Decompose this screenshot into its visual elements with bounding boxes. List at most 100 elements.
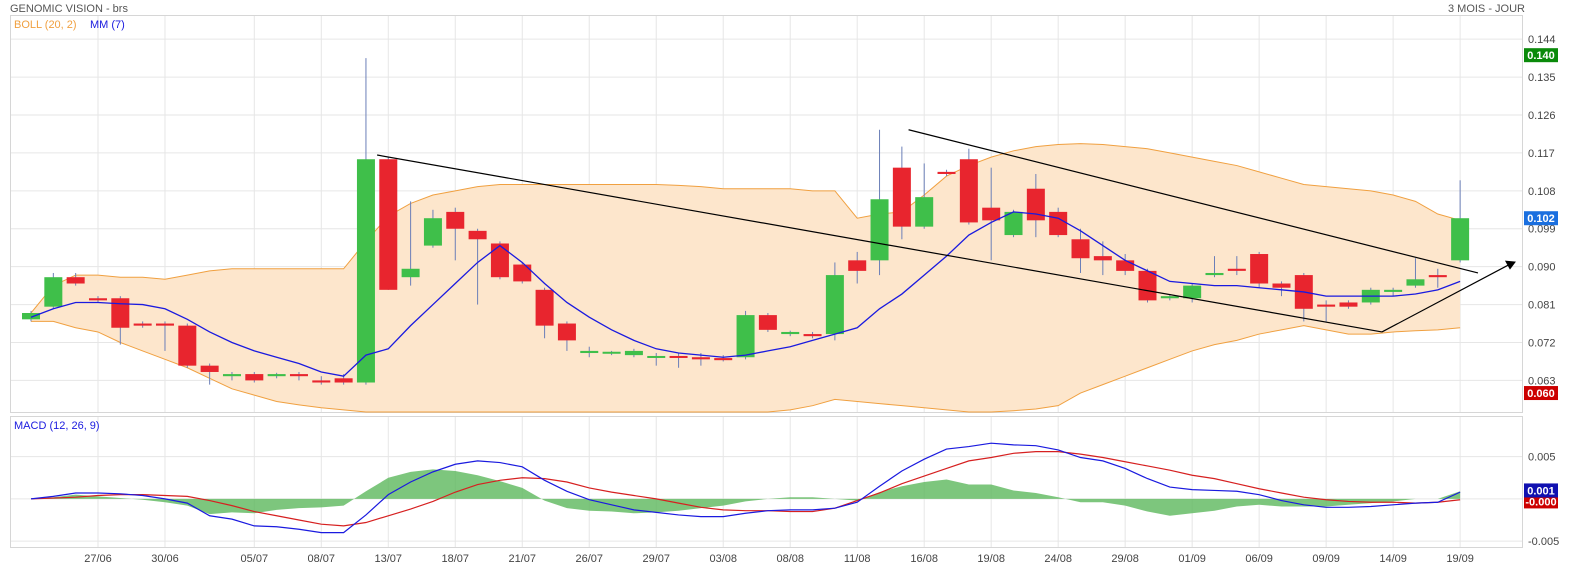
y-tick-label: 0.063 bbox=[1528, 375, 1556, 387]
candle-body bbox=[356, 159, 375, 383]
y-tick-label: 0.135 bbox=[1528, 72, 1556, 84]
candle-body bbox=[1026, 188, 1045, 221]
candle-body bbox=[267, 374, 286, 377]
candle-body bbox=[1428, 275, 1447, 278]
trendline-resistance bbox=[908, 129, 1479, 274]
candle-body bbox=[111, 298, 130, 328]
y-tick-label: 0.099 bbox=[1528, 224, 1556, 236]
candle-body bbox=[44, 277, 63, 307]
candle-body bbox=[1138, 270, 1157, 301]
x-tick-label: 09/09 bbox=[1312, 553, 1340, 565]
low-price-badge: 0.060 bbox=[1527, 388, 1555, 400]
legend-macd[interactable]: MACD (12, 26, 9) bbox=[14, 420, 100, 432]
x-tick-label: 11/08 bbox=[844, 553, 871, 565]
mm-line bbox=[30, 211, 1461, 377]
candle-body bbox=[446, 211, 465, 229]
trend-lines bbox=[377, 129, 1516, 333]
boll-band-fill bbox=[31, 143, 1461, 413]
candle-body bbox=[401, 268, 420, 278]
candle-body bbox=[669, 355, 688, 358]
candle-body bbox=[245, 374, 264, 381]
y-tick-label: 0.126 bbox=[1528, 110, 1556, 122]
x-tick-label: 19/08 bbox=[977, 553, 1005, 565]
candle-body bbox=[1116, 260, 1135, 271]
candle-body bbox=[1093, 256, 1112, 261]
legend-boll[interactable]: BOLL (20, 2) bbox=[14, 19, 77, 31]
trendline-support bbox=[377, 154, 1383, 333]
x-tick-label: 26/07 bbox=[575, 553, 603, 565]
candle-body bbox=[423, 218, 442, 246]
candle-body bbox=[1160, 296, 1179, 299]
x-tick-label: 05/07 bbox=[241, 553, 269, 565]
macd-last-badge: 0.001 bbox=[1527, 485, 1555, 497]
signal-last-badge-bg bbox=[1524, 494, 1558, 509]
x-tick-label: 18/07 bbox=[442, 553, 470, 565]
moving-average-line bbox=[30, 211, 1461, 377]
macd-panel-border bbox=[10, 416, 1523, 548]
candle-body bbox=[1183, 285, 1202, 299]
y-tick-label: 0.144 bbox=[1528, 34, 1556, 46]
candle-body bbox=[848, 260, 867, 271]
candle-body bbox=[691, 357, 710, 360]
x-tick-label: 19/09 bbox=[1446, 553, 1474, 565]
candle-body bbox=[468, 230, 487, 240]
candle-body bbox=[535, 289, 554, 326]
y-tick-label: 0.090 bbox=[1528, 262, 1556, 274]
x-tick-label: 13/07 bbox=[375, 553, 403, 565]
candle-body bbox=[758, 315, 777, 330]
candle-body bbox=[1406, 279, 1425, 286]
candle-body bbox=[513, 264, 532, 282]
candle-body bbox=[825, 275, 844, 335]
y-axis-labels: 0.144 0.135 0.126 0.117 0.108 0.099 0.090 0.081… bbox=[1528, 34, 1559, 548]
candle-body bbox=[88, 298, 107, 301]
candle-body bbox=[624, 350, 643, 356]
candle-body bbox=[647, 355, 666, 358]
candle-body bbox=[915, 197, 934, 227]
candle-body bbox=[22, 313, 40, 320]
trend-arrowhead bbox=[1504, 260, 1516, 270]
candle-body bbox=[937, 171, 956, 174]
candle-body bbox=[1049, 211, 1068, 236]
candle-body bbox=[602, 351, 621, 354]
x-tick-label: 21/07 bbox=[508, 553, 536, 565]
bollinger-band bbox=[30, 143, 1461, 413]
candle-body bbox=[133, 323, 152, 326]
candle-body bbox=[1004, 211, 1023, 236]
boll-upper-line bbox=[30, 143, 1461, 314]
candle-body bbox=[1205, 272, 1224, 276]
candle-body bbox=[1227, 268, 1246, 271]
last-price-badge: 0.140 bbox=[1527, 50, 1555, 62]
x-tick-label: 03/08 bbox=[709, 553, 737, 565]
low-price-badge-bg bbox=[1524, 386, 1558, 401]
candle-body bbox=[580, 350, 599, 354]
candle-body bbox=[1451, 218, 1470, 261]
trendline-breakout bbox=[1381, 264, 1510, 333]
x-tick-label: 24/08 bbox=[1044, 553, 1072, 565]
legend-mm[interactable]: MM (7) bbox=[90, 19, 125, 31]
candle-body bbox=[66, 277, 85, 284]
candle-body bbox=[1250, 254, 1269, 284]
x-tick-label: 27/06 bbox=[84, 553, 112, 565]
candle-body bbox=[379, 159, 398, 290]
macd-line bbox=[30, 442, 1461, 534]
candle-body bbox=[714, 358, 733, 361]
x-tick-label: 30/06 bbox=[151, 553, 179, 565]
x-tick-label: 06/09 bbox=[1245, 553, 1273, 565]
mm-last-badge: 0.102 bbox=[1527, 213, 1555, 225]
y-tick-label: 0.117 bbox=[1528, 148, 1555, 160]
candle-body bbox=[178, 325, 197, 366]
candle-body bbox=[490, 243, 509, 278]
y-tick-label: 0.108 bbox=[1528, 186, 1556, 198]
boll-lower-line bbox=[31, 320, 1461, 413]
instrument-title: GENOMIC VISION - brs bbox=[10, 3, 128, 15]
period-selector[interactable]: 3 MOIS - JOUR bbox=[1447, 3, 1525, 15]
y-tick-label: 0.072 bbox=[1528, 337, 1556, 349]
y-tick-label: 0.081 bbox=[1528, 300, 1556, 312]
candle-body bbox=[982, 207, 1001, 221]
mm-last-badge-bg bbox=[1524, 211, 1558, 226]
candlesticks bbox=[22, 58, 1470, 385]
candle-body bbox=[781, 331, 800, 335]
x-tick-label: 08/07 bbox=[308, 553, 336, 565]
candle-body bbox=[870, 199, 889, 261]
